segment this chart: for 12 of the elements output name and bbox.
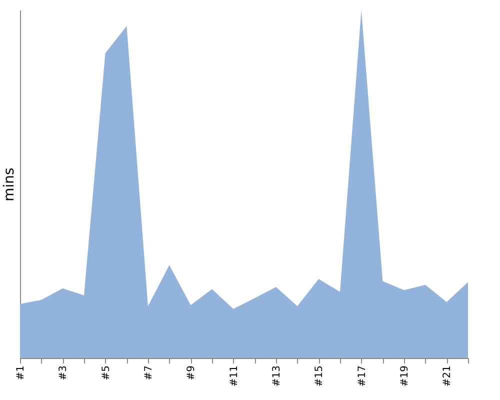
x-tick-label: #13 xyxy=(272,366,282,387)
y-axis-title: mins xyxy=(2,168,18,202)
x-tick-label: #17 xyxy=(356,366,368,387)
x-tick-label: #9 xyxy=(186,366,198,380)
x-tick-label: #3 xyxy=(58,366,70,380)
x-tick-label: #1 xyxy=(16,366,26,380)
x-tick-label: #7 xyxy=(144,366,154,380)
x-tick-label: #21 xyxy=(442,366,454,387)
x-tick-label: #11 xyxy=(228,366,240,387)
x-tick-label: #5 xyxy=(100,366,112,380)
x-tick-label: #15 xyxy=(314,366,326,387)
x-tick-label: #19 xyxy=(400,366,410,387)
